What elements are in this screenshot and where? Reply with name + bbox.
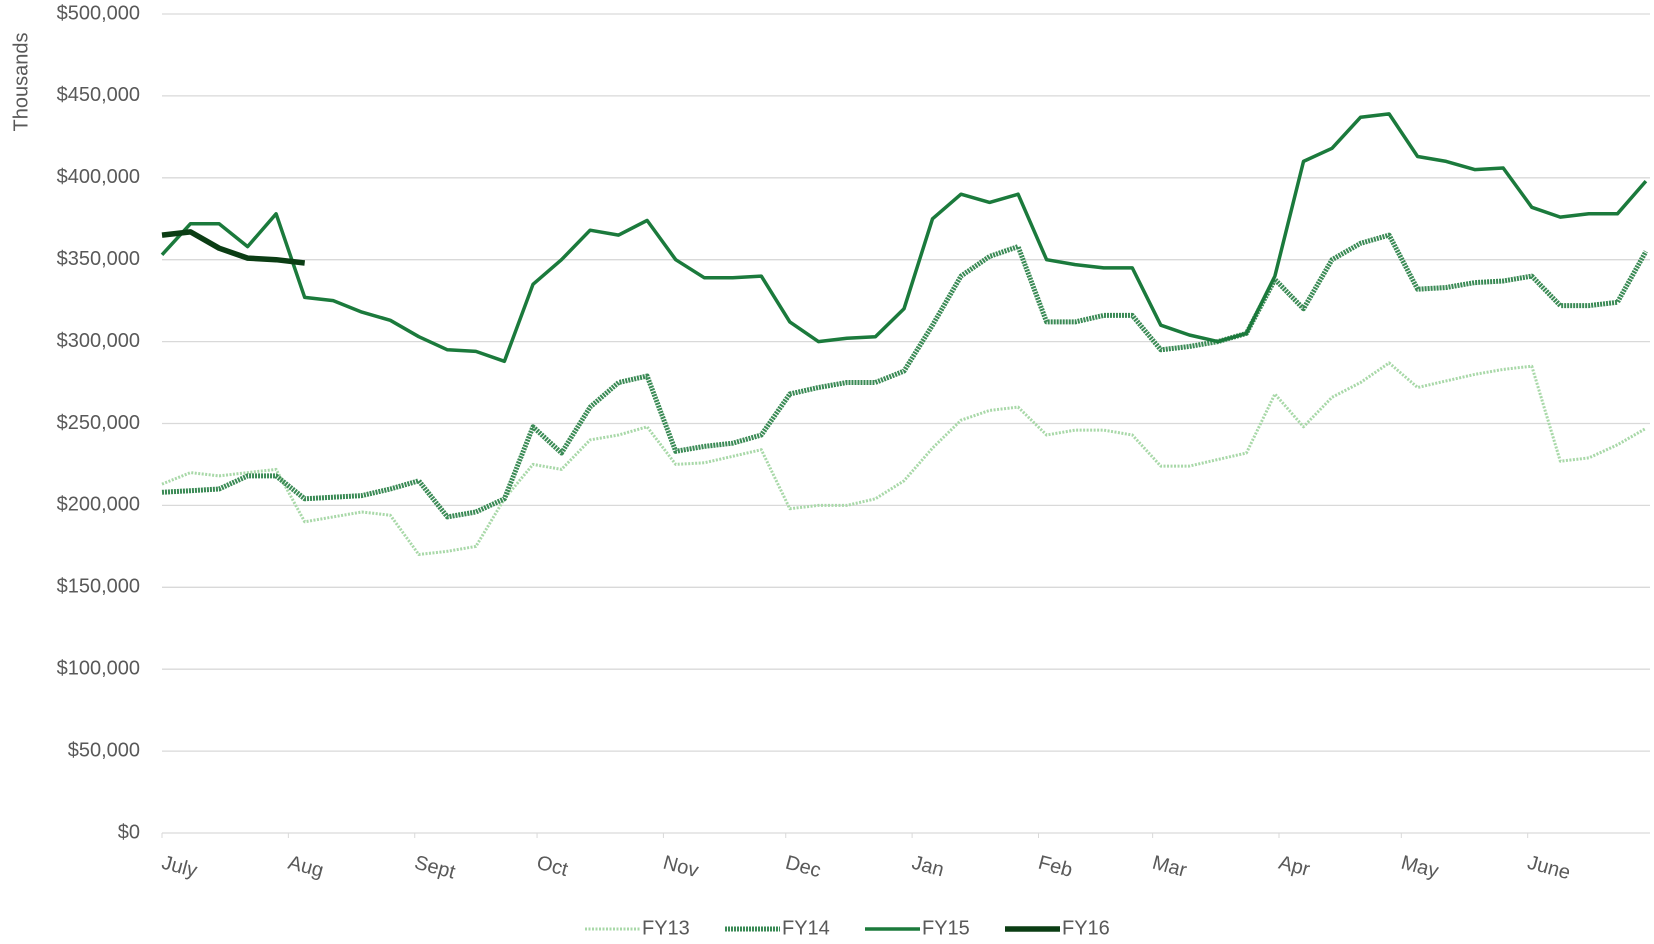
y-tick-label: $0 xyxy=(118,821,140,843)
y-tick-label: $150,000 xyxy=(57,576,140,598)
x-tick-label: Oct xyxy=(534,852,570,881)
legend-label: FY16 xyxy=(1062,917,1110,939)
x-tick-label: Apr xyxy=(1276,852,1312,881)
x-tick-label: Aug xyxy=(286,852,326,882)
y-axis-title: Thousands xyxy=(10,33,32,132)
y-tick-label: $50,000 xyxy=(68,739,140,761)
y-tick-label: $400,000 xyxy=(57,166,140,188)
y-tick-label: $250,000 xyxy=(57,412,140,434)
legend-label: FY15 xyxy=(922,917,970,939)
x-tick-label: Sept xyxy=(412,852,458,884)
legend-label: FY14 xyxy=(782,917,830,939)
x-tick-label: Feb xyxy=(1036,852,1075,882)
y-tick-label: $300,000 xyxy=(57,330,140,352)
series-line xyxy=(161,229,306,266)
x-tick-label: Jan xyxy=(909,852,946,882)
series-line xyxy=(161,232,1649,520)
x-tick-label: Mar xyxy=(1150,852,1189,882)
series-line xyxy=(160,112,1648,364)
x-tick-label: May xyxy=(1399,852,1441,883)
y-tick-label: $200,000 xyxy=(57,494,140,516)
y-tick-label: $100,000 xyxy=(57,657,140,679)
x-tick-label: Nov xyxy=(661,852,701,882)
x-tick-label: July xyxy=(159,852,199,882)
y-tick-label: $350,000 xyxy=(57,248,140,270)
y-tick-label: $500,000 xyxy=(57,2,140,24)
y-tick-label: $450,000 xyxy=(57,84,140,106)
legend-label: FY13 xyxy=(642,917,690,939)
x-tick-label: June xyxy=(1525,852,1573,884)
series-line xyxy=(161,361,1647,556)
x-tick-label: Dec xyxy=(783,852,823,882)
